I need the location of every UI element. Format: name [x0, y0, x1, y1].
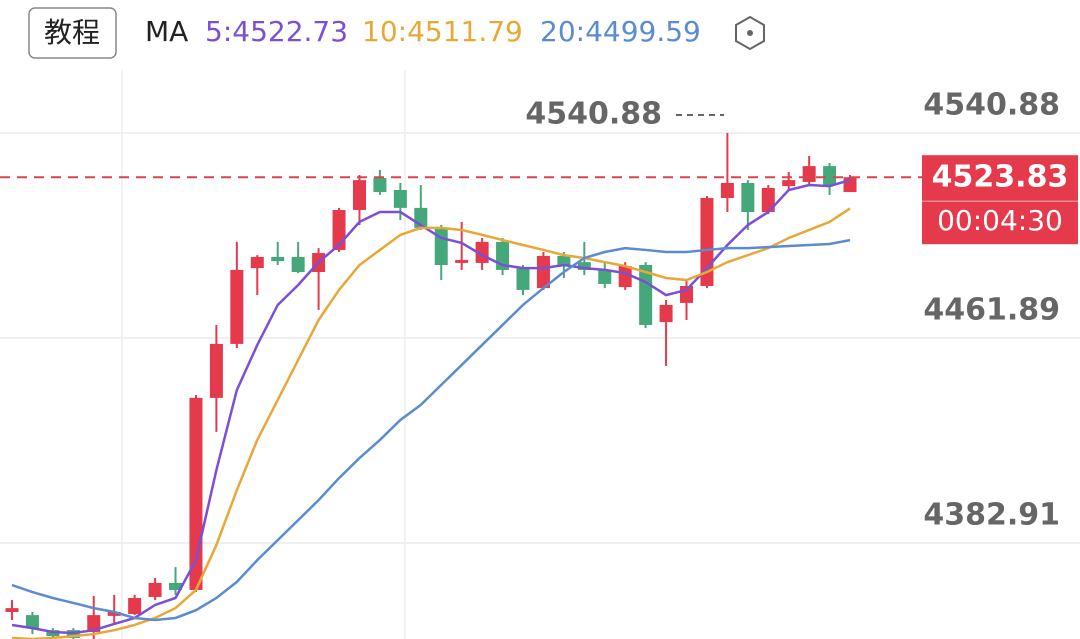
candle-body [291, 256, 305, 273]
candle-body [209, 343, 223, 398]
candle-body [843, 177, 857, 193]
candle-body [107, 612, 121, 616]
candle-body [230, 269, 244, 344]
candle-body [169, 582, 183, 590]
candle-body [823, 166, 837, 186]
tutorial-button[interactable] [28, 7, 117, 59]
last-price-label: 4523.83 [932, 160, 1069, 195]
y-tick-label: 4461.89 [923, 292, 1060, 327]
candle-body [618, 266, 632, 288]
candle-body [352, 180, 366, 210]
header: 教程 MA 5:4522.73 10:4511.79 20:4499.59 [28, 7, 765, 59]
candle-body [720, 182, 734, 199]
button-label[interactable]: 教程 [44, 16, 100, 49]
price-tag [922, 155, 1078, 245]
high-label: 4540.88 [525, 96, 662, 131]
candle-body [25, 615, 39, 629]
legend-entry: 10:4511.79 [362, 15, 523, 48]
candle-body [373, 178, 387, 193]
candle-body [434, 227, 448, 265]
settings-icon[interactable] [735, 15, 765, 51]
legend-entry: 20:4499.59 [540, 15, 701, 48]
overlay: 4540.88 4461.89 4382.91 4540.88 4523.83 00:04… [0, 87, 1078, 532]
candle-body [148, 582, 162, 597]
candle-body [598, 269, 612, 284]
candle-body [516, 268, 530, 290]
candle-body [557, 255, 571, 265]
grid [0, 132, 1080, 544]
candle-body [761, 187, 775, 213]
candle-body [536, 255, 550, 289]
plot [5, 132, 857, 639]
candle-body [802, 166, 816, 182]
ma-label: MA [145, 15, 188, 48]
candle-body [577, 262, 591, 270]
ma-line [11, 238, 851, 622]
countdown: 00:04:30 [937, 204, 1063, 237]
candle-body [250, 256, 264, 269]
candle-body [455, 260, 469, 263]
y-tick-label: 4540.88 [923, 87, 1060, 122]
settings-icon-dot [747, 30, 753, 36]
candle-body [5, 608, 19, 613]
candle-body [659, 304, 673, 323]
candle-body [128, 597, 142, 615]
candle-body [782, 180, 796, 187]
legend-entry: 5:4522.73 [205, 15, 348, 48]
candle-body [87, 615, 101, 632]
ma-line [11, 178, 851, 635]
candle-body [393, 189, 407, 208]
candle-body [271, 256, 285, 262]
y-tick-label: 4382.91 [923, 497, 1060, 532]
candle-body [741, 182, 755, 213]
